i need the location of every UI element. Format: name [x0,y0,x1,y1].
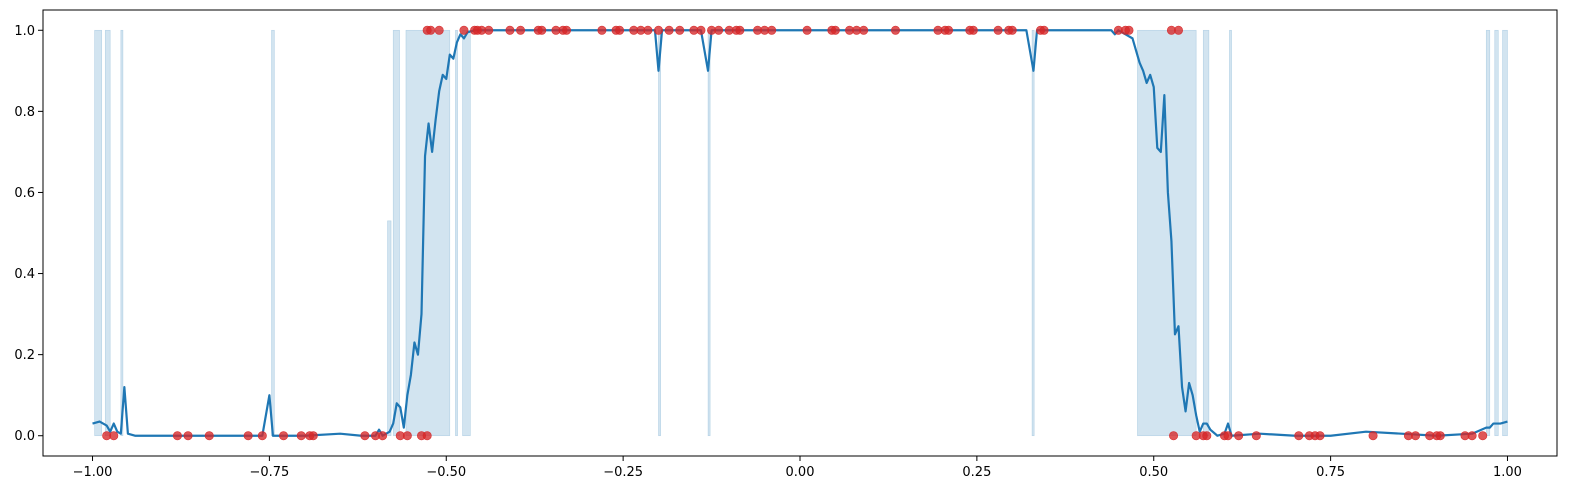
data-point [537,25,547,35]
data-point [1202,431,1212,441]
data-point [767,25,777,35]
data-point [1368,431,1378,441]
band-segment [104,29,111,437]
data-point [308,431,318,441]
data-point [434,25,444,35]
data-point [1234,431,1244,441]
band-segment [455,29,458,437]
data-point [109,431,119,441]
data-point [279,431,289,441]
band-segment [1494,29,1499,437]
y-tick-label: 0.0 [14,429,35,444]
band-segment [387,220,392,437]
x-tick-label: −1.00 [73,465,113,480]
band-segment [1485,29,1491,437]
data-point [172,431,182,441]
data-point [505,25,515,35]
x-axis: −1.00 −0.75 −0.50 −0.25 0.00 0.25 0.50 0.75 1.00 [73,456,1522,480]
band-segment [271,29,275,437]
data-point [1223,431,1233,441]
band-segment [658,29,661,437]
data-point [1169,431,1179,441]
data-point [1315,431,1325,441]
observation-points [102,25,1488,441]
y-axis: 0.0 0.2 0.4 0.6 0.8 1.0 [14,24,43,444]
data-point [204,431,214,441]
data-point [654,25,664,35]
data-point [426,25,436,35]
data-point [243,431,253,441]
x-tick-label: −0.25 [603,465,643,480]
data-point [714,25,724,35]
data-point [1435,431,1445,441]
data-point [1039,25,1049,35]
x-tick-label: −0.50 [426,465,466,480]
data-point [615,25,625,35]
data-point [296,431,306,441]
band-segment [1229,29,1232,437]
band-segment [1031,29,1035,437]
y-tick-label: 0.4 [14,267,35,282]
band-segment [1202,29,1210,437]
data-point [1411,431,1421,441]
data-point [484,25,494,35]
data-point [675,25,685,35]
data-point [664,25,674,35]
band-segment [462,29,471,437]
data-point [183,431,193,441]
band-segment [1137,29,1197,437]
data-point [643,25,653,35]
y-tick-label: 0.8 [14,105,35,120]
data-point [1174,25,1184,35]
x-tick-label: 1.00 [1493,465,1522,480]
data-point [968,25,978,35]
data-point [891,25,901,35]
band-segment [707,29,711,437]
y-tick-label: 0.2 [14,348,35,363]
data-point [1007,25,1017,35]
x-tick-label: 0.75 [1316,465,1345,480]
y-tick-label: 1.0 [14,24,35,39]
band-segment [94,29,103,437]
data-point [562,25,572,35]
data-point [360,431,370,441]
x-tick-label: −0.75 [249,465,289,480]
data-point [257,431,267,441]
data-point [802,25,812,35]
band-segment [120,29,124,437]
data-point [993,25,1003,35]
data-point [944,25,954,35]
data-point [459,25,469,35]
data-point [402,431,412,441]
data-point [1478,431,1488,441]
data-point [859,25,869,35]
band-segment [405,29,451,437]
data-point [516,25,526,35]
band-segment [392,29,400,437]
data-point [597,25,607,35]
data-point [1294,431,1304,441]
x-tick-label: 0.25 [962,465,991,480]
data-point [1467,431,1477,441]
band-segment [1502,29,1508,437]
data-point [422,431,432,441]
x-tick-label: 0.50 [1139,465,1168,480]
data-point [696,25,706,35]
x-tick-label: 0.00 [786,465,815,480]
data-point [378,431,388,441]
y-tick-label: 0.6 [14,186,35,201]
data-point [1124,25,1134,35]
data-point [735,25,745,35]
confidence-band [94,29,1508,437]
data-point [1251,431,1261,441]
data-point [830,25,840,35]
